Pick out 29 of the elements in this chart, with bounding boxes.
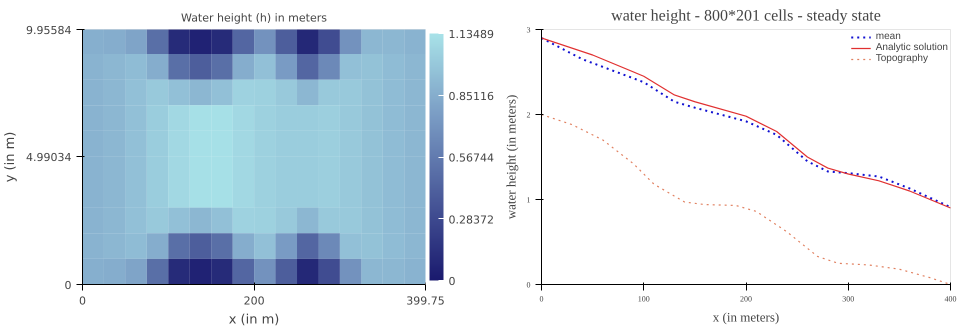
x-axis-title: x (in meters) [712, 310, 780, 324]
x-tick-label: 100 [638, 294, 650, 304]
legend-label: Topography [876, 53, 928, 64]
legend-label: Analytic solution [876, 42, 948, 53]
color-bar-label: 0.56744 [448, 152, 494, 164]
y-tick-label: 9.95584 [26, 24, 72, 37]
x-tick-label: 200 [244, 294, 265, 308]
x-tick-label: 200 [740, 294, 752, 304]
y-axis-title: y (in m) [3, 132, 18, 182]
chart-title: water height - 800*201 cells - steady state [611, 8, 881, 24]
x-tick-label: 400 [944, 294, 956, 304]
x-tick-label: 399.75 [406, 294, 445, 308]
color-bar-label: 1.13489 [448, 28, 494, 41]
x-tick-label: 300 [842, 294, 854, 304]
y-tick-label: 1 [526, 196, 530, 204]
y-tick-label: 3 [526, 26, 530, 34]
x-tick-label: 0 [79, 294, 86, 308]
y-tick-label: 0 [526, 280, 530, 290]
x-tick-label: 0 [540, 294, 544, 304]
y-tick-label: 2 [526, 110, 530, 120]
color-bar-label: 0.28372 [448, 213, 494, 226]
chart-title: Water height (h) in meters [181, 12, 328, 24]
x-axis-title: x (in m) [228, 312, 280, 328]
y-axis-title: water height (in meters) [504, 94, 518, 220]
color-bar-label: 0.85116 [448, 90, 494, 103]
color-bar-label: 0 [448, 275, 456, 288]
legend-label: mean [876, 31, 901, 42]
y-tick-label: 4.99034 [26, 151, 72, 164]
y-tick-label: 0 [64, 279, 72, 292]
